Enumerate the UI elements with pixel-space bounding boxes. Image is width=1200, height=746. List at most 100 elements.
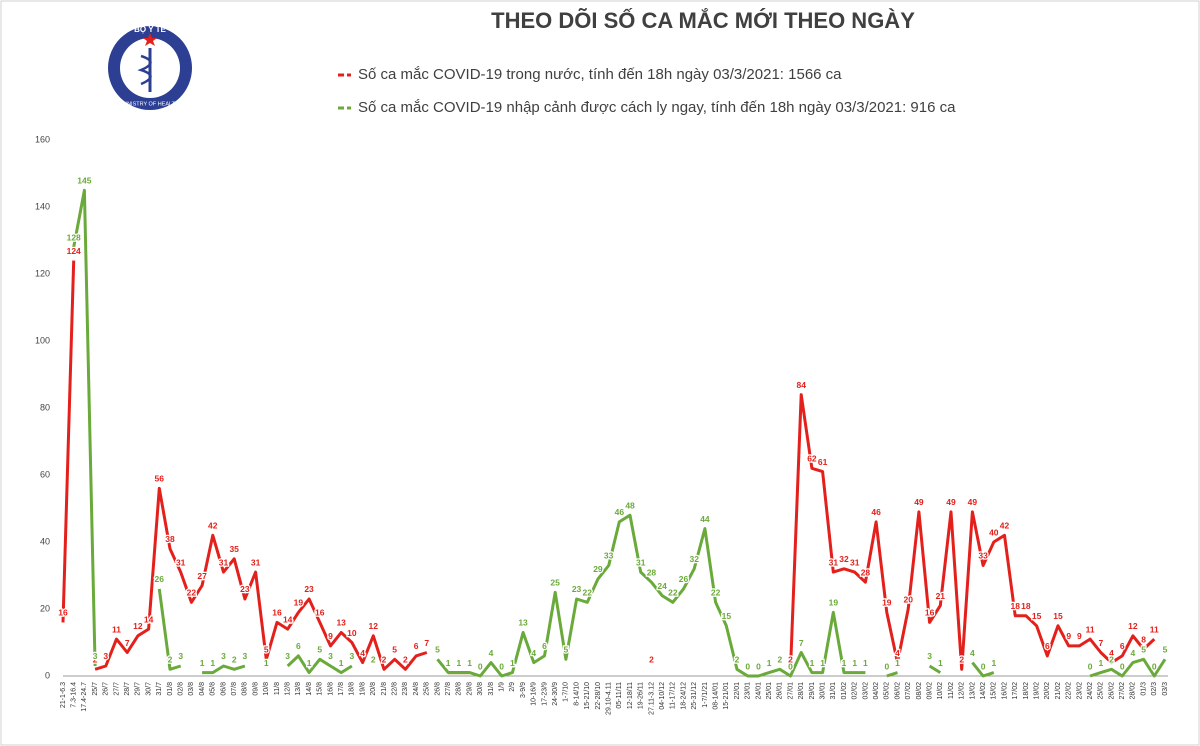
data-label: 28 bbox=[647, 567, 657, 577]
x-tick-label: 19-26/11 bbox=[638, 682, 645, 709]
data-label: 22 bbox=[668, 588, 678, 598]
x-tick-label: 05/8 bbox=[210, 682, 217, 696]
x-tick-label: 17.4-24.7 bbox=[81, 682, 88, 712]
data-label: 1 bbox=[210, 658, 215, 668]
x-tick-label: 24/02 bbox=[1087, 682, 1094, 700]
data-label: 12 bbox=[133, 621, 143, 631]
data-label: 0 bbox=[1120, 661, 1125, 671]
data-label: 2 bbox=[735, 655, 740, 665]
x-tick-label: 12/02 bbox=[959, 682, 966, 700]
data-label: 11 bbox=[112, 624, 121, 634]
x-tick-label: 11/02 bbox=[948, 682, 955, 699]
data-label: 27 bbox=[197, 571, 207, 581]
data-label: 19 bbox=[294, 598, 304, 608]
data-label: 6 bbox=[1120, 641, 1125, 651]
x-tick-label: 27.11-3.12 bbox=[648, 682, 655, 715]
data-label: 22 bbox=[583, 588, 593, 598]
x-tick-label: 09/8 bbox=[252, 682, 259, 696]
x-tick-label: 06/02 bbox=[894, 682, 901, 700]
data-label: 18 bbox=[1010, 601, 1020, 611]
data-label: 7 bbox=[1098, 638, 1103, 648]
x-tick-label: 06/8 bbox=[220, 682, 227, 696]
x-tick-label: 26/8 bbox=[434, 682, 441, 696]
data-label: 2 bbox=[371, 655, 376, 665]
x-tick-label: 23/8 bbox=[402, 682, 409, 696]
x-tick-label: 31/8 bbox=[488, 682, 495, 696]
logo-top: BỘ Y TẾ bbox=[134, 24, 166, 34]
data-label: 56 bbox=[155, 474, 165, 484]
x-tick-label: 26/02 bbox=[1108, 682, 1115, 700]
series-line bbox=[61, 260, 1156, 675]
data-label: 62 bbox=[807, 454, 817, 464]
data-label: 16 bbox=[58, 608, 68, 618]
x-tick-label: 02/3 bbox=[1151, 682, 1158, 696]
data-label: 48 bbox=[625, 500, 635, 510]
x-tick-label: 18/02 bbox=[1023, 682, 1030, 700]
x-tick-label: 01/02 bbox=[841, 682, 848, 700]
x-tick-label: 22/8 bbox=[392, 682, 399, 696]
data-label: 3 bbox=[328, 651, 333, 661]
data-label: 124 bbox=[67, 246, 81, 256]
data-label: 31 bbox=[251, 557, 261, 567]
data-label: 28 bbox=[861, 567, 871, 577]
logo-star bbox=[143, 33, 157, 46]
data-label: 2 bbox=[777, 655, 782, 665]
data-label: 5 bbox=[1141, 645, 1146, 655]
data-label: 49 bbox=[946, 497, 956, 507]
x-tick-label: 27/02 bbox=[1119, 682, 1126, 700]
data-label: 0 bbox=[884, 661, 889, 671]
data-label: 46 bbox=[615, 507, 625, 517]
y-tick-label: 120 bbox=[35, 268, 50, 278]
x-tick-label: 01/8 bbox=[167, 682, 174, 696]
data-label: 0 bbox=[499, 661, 504, 671]
data-label: 23 bbox=[304, 584, 314, 594]
x-tick-label: 26/01 bbox=[777, 682, 784, 700]
x-tick-label: 03/8 bbox=[188, 682, 195, 696]
data-label: 32 bbox=[690, 554, 700, 564]
x-tick-label: 17/02 bbox=[1012, 682, 1019, 700]
data-label: 1 bbox=[446, 658, 451, 668]
data-label: 31 bbox=[219, 557, 229, 567]
data-label: 7 bbox=[125, 638, 130, 648]
x-tick-label: 24-30/9 bbox=[552, 682, 559, 706]
y-tick-label: 0 bbox=[45, 670, 50, 680]
data-label: 84 bbox=[796, 380, 806, 390]
data-label: 2 bbox=[788, 655, 793, 665]
data-label: 1 bbox=[852, 658, 857, 668]
series-line bbox=[72, 188, 1167, 678]
x-tick-label: 13/8 bbox=[295, 682, 302, 696]
data-label: 6 bbox=[542, 641, 547, 651]
x-tick-label: 13/02 bbox=[969, 682, 976, 700]
data-label: 9 bbox=[328, 631, 333, 641]
x-tick-label: 22-28/10 bbox=[595, 682, 602, 710]
x-tick-label: 8-14/10 bbox=[573, 682, 580, 706]
x-tick-label: 23/01 bbox=[745, 682, 752, 700]
y-tick-label: 40 bbox=[40, 536, 50, 546]
data-label: 4 bbox=[1109, 648, 1114, 658]
data-label: 3 bbox=[103, 651, 108, 661]
data-label: 23 bbox=[572, 584, 582, 594]
data-label: 6 bbox=[296, 641, 301, 651]
x-tick-label: 05-11/11 bbox=[616, 682, 623, 709]
data-label: 9 bbox=[1066, 631, 1071, 641]
data-label: 11 bbox=[1086, 624, 1095, 634]
data-label: 5 bbox=[435, 645, 440, 655]
data-label: 19 bbox=[829, 598, 839, 608]
data-label: 2 bbox=[649, 655, 654, 665]
x-tick-label: 1/9 bbox=[499, 682, 506, 692]
x-tick-label: 19/8 bbox=[359, 682, 366, 696]
data-label: 16 bbox=[272, 608, 282, 618]
data-label: 33 bbox=[604, 551, 614, 561]
data-label: 46 bbox=[871, 507, 881, 517]
x-tick-label: 10/8 bbox=[263, 682, 270, 696]
data-label: 5 bbox=[563, 645, 568, 655]
data-label: 25 bbox=[550, 578, 560, 588]
x-tick-label: 02/02 bbox=[852, 682, 859, 700]
x-tick-label: 04/8 bbox=[199, 682, 206, 696]
x-tick-label: 1-7/1/21 bbox=[702, 682, 709, 708]
x-tick-label: 14/8 bbox=[306, 682, 313, 696]
data-label: 5 bbox=[264, 645, 269, 655]
data-label: 31 bbox=[829, 557, 839, 567]
data-label: 35 bbox=[229, 544, 239, 554]
